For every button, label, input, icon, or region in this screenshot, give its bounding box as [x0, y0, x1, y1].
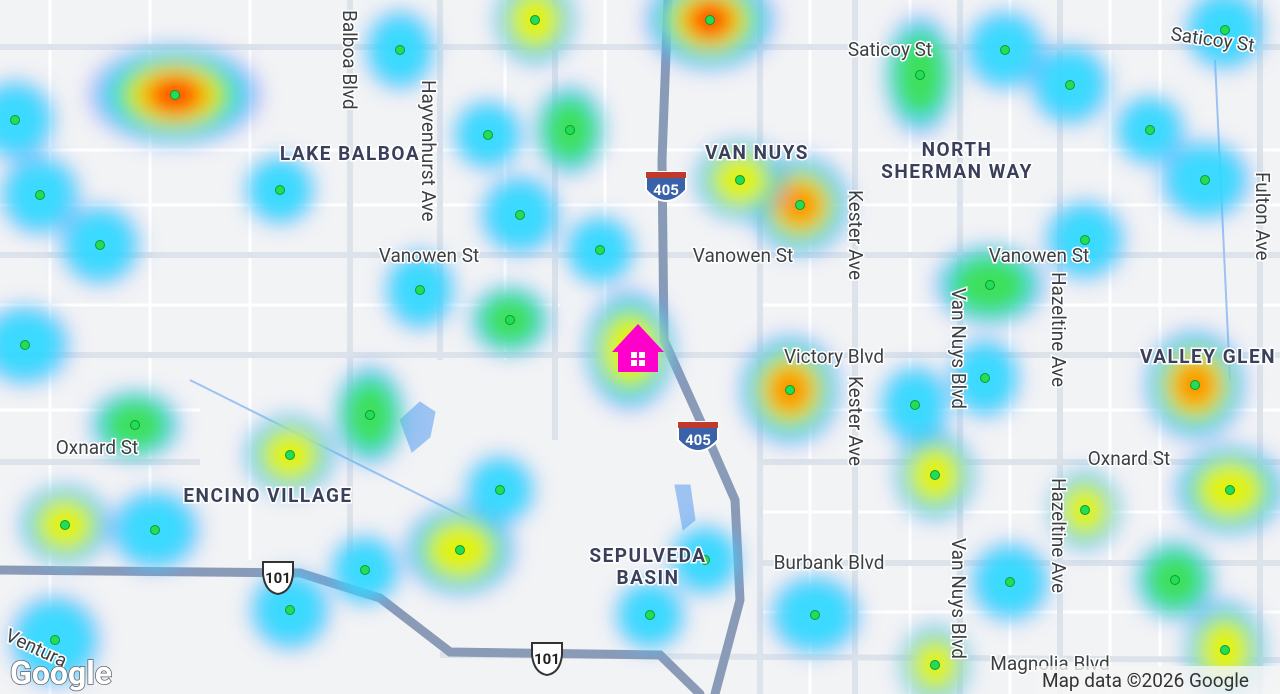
- heat-point[interactable]: [980, 373, 990, 383]
- heat-point[interactable]: [150, 525, 160, 535]
- heat-point[interactable]: [395, 45, 405, 55]
- heat-blob: [0, 85, 50, 155]
- heat-point[interactable]: [930, 470, 940, 480]
- heat-point[interactable]: [930, 660, 940, 670]
- shield-405: 405: [677, 421, 719, 452]
- heat-point[interactable]: [1220, 25, 1230, 35]
- heat-point[interactable]: [495, 485, 505, 495]
- shield-label: 101: [265, 569, 291, 587]
- heat-point[interactable]: [645, 610, 655, 620]
- heat-point[interactable]: [1000, 45, 1010, 55]
- street-label: Burbank Blvd: [774, 551, 885, 574]
- heat-point[interactable]: [285, 605, 295, 615]
- heat-point[interactable]: [1005, 577, 1015, 587]
- shield-101: 101: [531, 642, 563, 677]
- heat-point[interactable]: [1200, 175, 1210, 185]
- heat-point[interactable]: [1080, 505, 1090, 515]
- heat-point[interactable]: [285, 450, 295, 460]
- shield-label: 405: [653, 181, 679, 199]
- heat-point[interactable]: [530, 15, 540, 25]
- heat-point[interactable]: [505, 315, 515, 325]
- heat-point[interactable]: [365, 410, 375, 420]
- heat-point[interactable]: [785, 385, 795, 395]
- heat-point[interactable]: [1080, 235, 1090, 245]
- street-label: Kester Ave: [844, 190, 867, 280]
- google-logo[interactable]: Google: [9, 653, 112, 693]
- street-label: Vanowen St: [989, 244, 1089, 267]
- heat-point[interactable]: [35, 190, 45, 200]
- heat-point[interactable]: [1170, 575, 1180, 585]
- heat-point[interactable]: [455, 545, 465, 555]
- heat-point[interactable]: [10, 115, 20, 125]
- heat-point[interactable]: [910, 400, 920, 410]
- freeways: [0, 0, 745, 694]
- heat-point[interactable]: [360, 565, 370, 575]
- street-label: Balboa Blvd: [338, 10, 361, 110]
- street-label: Oxnard St: [56, 436, 139, 459]
- heat-point[interactable]: [735, 175, 745, 185]
- area-label: LAKE BALBOA: [280, 142, 420, 165]
- street-label: Saticoy St: [848, 38, 932, 61]
- water: [189, 59, 1231, 531]
- heat-point[interactable]: [95, 240, 105, 250]
- heat-point[interactable]: [415, 285, 425, 295]
- heat-point[interactable]: [50, 635, 60, 645]
- attribution[interactable]: Map data ©2026 Google: [1042, 669, 1249, 692]
- shield-label: 405: [685, 431, 711, 449]
- street-label: Van Nuys Blvd: [947, 538, 970, 659]
- heat-point[interactable]: [985, 280, 995, 290]
- heat-point[interactable]: [515, 210, 525, 220]
- heat-point[interactable]: [60, 520, 70, 530]
- area-label: SHERMAN WAY: [881, 160, 1033, 183]
- heat-point[interactable]: [810, 610, 820, 620]
- area-label: VALLEY GLEN: [1140, 345, 1276, 368]
- heat-point[interactable]: [565, 125, 575, 135]
- street-label: Hazeltine Ave: [1047, 272, 1070, 387]
- home-marker[interactable]: [612, 324, 664, 372]
- heat-point[interactable]: [595, 245, 605, 255]
- street-label: Hayvenhurst Ave: [417, 80, 440, 222]
- heat-point[interactable]: [705, 15, 715, 25]
- street-label: Van Nuys Blvd: [947, 288, 970, 409]
- shield-label: 101: [534, 650, 560, 668]
- heat-point[interactable]: [275, 185, 285, 195]
- street-label: Fulton Ave: [1251, 172, 1274, 261]
- shield-101: 101: [262, 561, 294, 596]
- street-label: Victory Blvd: [784, 345, 884, 368]
- heat-point[interactable]: [700, 555, 710, 565]
- attribution-bg: [1036, 666, 1280, 694]
- street-label: Kester Ave: [844, 376, 867, 466]
- area-label: SEPULVEDA: [589, 544, 706, 567]
- area-label: BASIN: [616, 566, 679, 589]
- street-label: Oxnard St: [1088, 447, 1171, 470]
- heat-point[interactable]: [1220, 645, 1230, 655]
- heat-point[interactable]: [795, 200, 805, 210]
- area-label: VAN NUYS: [705, 141, 809, 164]
- heat-point[interactable]: [170, 90, 180, 100]
- heat-point[interactable]: [1065, 80, 1075, 90]
- heat-point[interactable]: [915, 70, 925, 80]
- heat-point[interactable]: [20, 340, 30, 350]
- street-label: Vanowen St: [379, 244, 479, 267]
- area-label: NORTH: [922, 138, 993, 161]
- area-label: ENCINO VILLAGE: [183, 484, 352, 507]
- shield-405: 405: [645, 171, 687, 202]
- heat-point[interactable]: [1145, 125, 1155, 135]
- heat-point[interactable]: [130, 420, 140, 430]
- heat-point[interactable]: [1190, 380, 1200, 390]
- street-label: Vanowen St: [693, 244, 793, 267]
- heat-point[interactable]: [1225, 485, 1235, 495]
- street-label: Hazeltine Ave: [1047, 478, 1070, 593]
- heat-blob: [0, 310, 65, 380]
- heat-point[interactable]: [483, 130, 493, 140]
